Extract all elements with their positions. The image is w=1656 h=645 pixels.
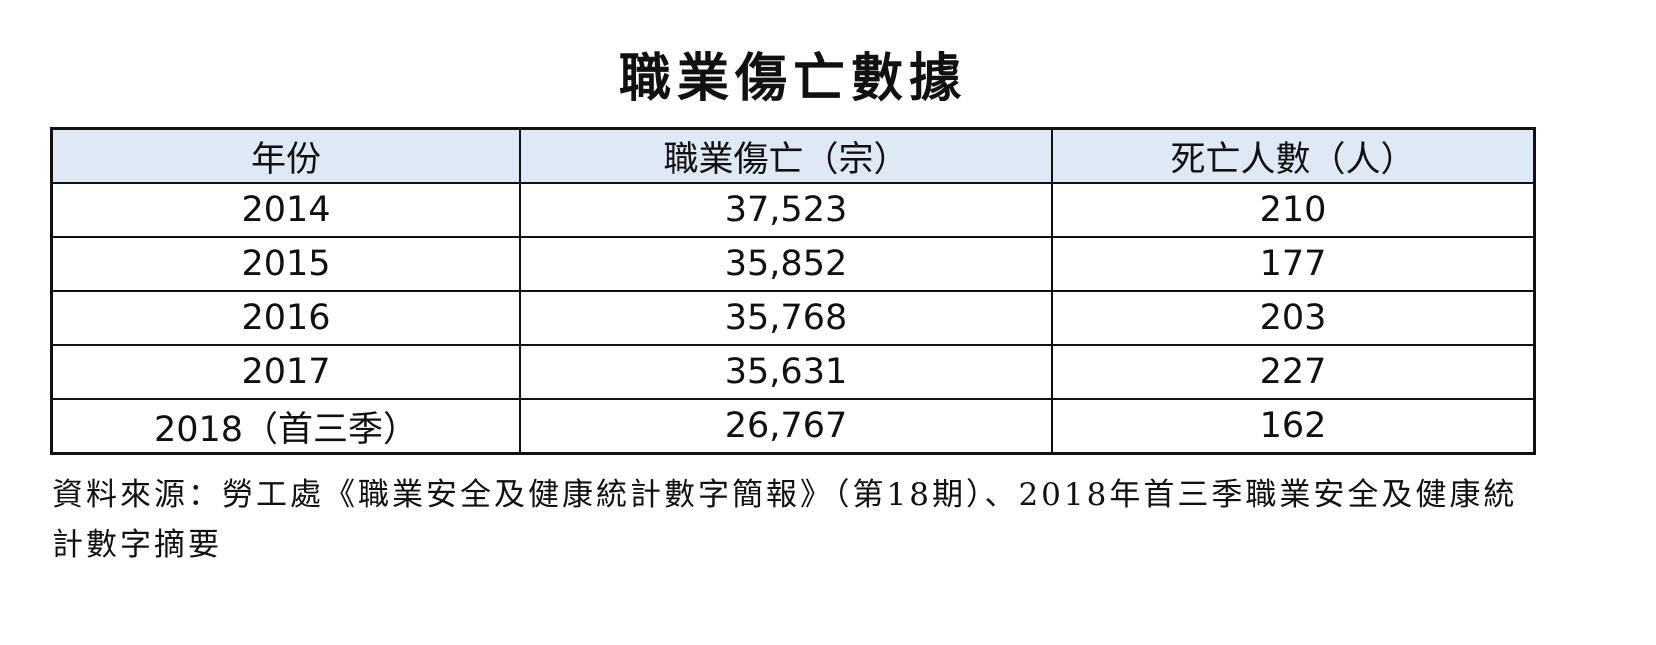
cell-injuries: 35,768 (519, 290, 1053, 346)
cell-year: 2017 (50, 344, 521, 400)
cell-year: 2018（首三季） (50, 398, 521, 455)
table-row: 2017 35,631 227 (50, 344, 1536, 400)
table-row: 2015 35,852 177 (50, 236, 1536, 292)
cell-deaths: 177 (1051, 236, 1536, 292)
source-note: 資料來源：勞工處《職業安全及健康統計數字簡報》（第18期）、2018年首三季職業… (52, 477, 1518, 563)
page-title: 職業傷亡數據 (618, 49, 967, 109)
header-year: 年份 (50, 127, 521, 184)
cell-year: 2015 (50, 236, 521, 292)
cell-injuries: 37,523 (519, 182, 1053, 238)
cell-year: 2014 (50, 182, 521, 238)
cell-year: 2016 (50, 290, 521, 346)
header-deaths: 死亡人數（人） (1051, 127, 1536, 184)
cell-deaths: 203 (1051, 290, 1536, 346)
table-row: 2016 35,768 203 (50, 290, 1536, 346)
table-row: 2014 37,523 210 (50, 182, 1536, 238)
cell-injuries: 35,852 (519, 236, 1053, 292)
cell-deaths: 210 (1051, 182, 1536, 238)
table-row: 2018（首三季） 26,767 162 (50, 398, 1536, 455)
data-table: 年份 職業傷亡（宗） 死亡人數（人） 2014 37,523 210 2015 35,8… (50, 127, 1536, 455)
cell-injuries: 35,631 (519, 344, 1053, 400)
cell-deaths: 227 (1051, 344, 1536, 400)
table-header-row: 年份 職業傷亡（宗） 死亡人數（人） (50, 127, 1536, 184)
cell-deaths: 162 (1051, 398, 1536, 455)
cell-injuries: 26,767 (519, 398, 1053, 455)
header-injuries: 職業傷亡（宗） (519, 127, 1053, 184)
